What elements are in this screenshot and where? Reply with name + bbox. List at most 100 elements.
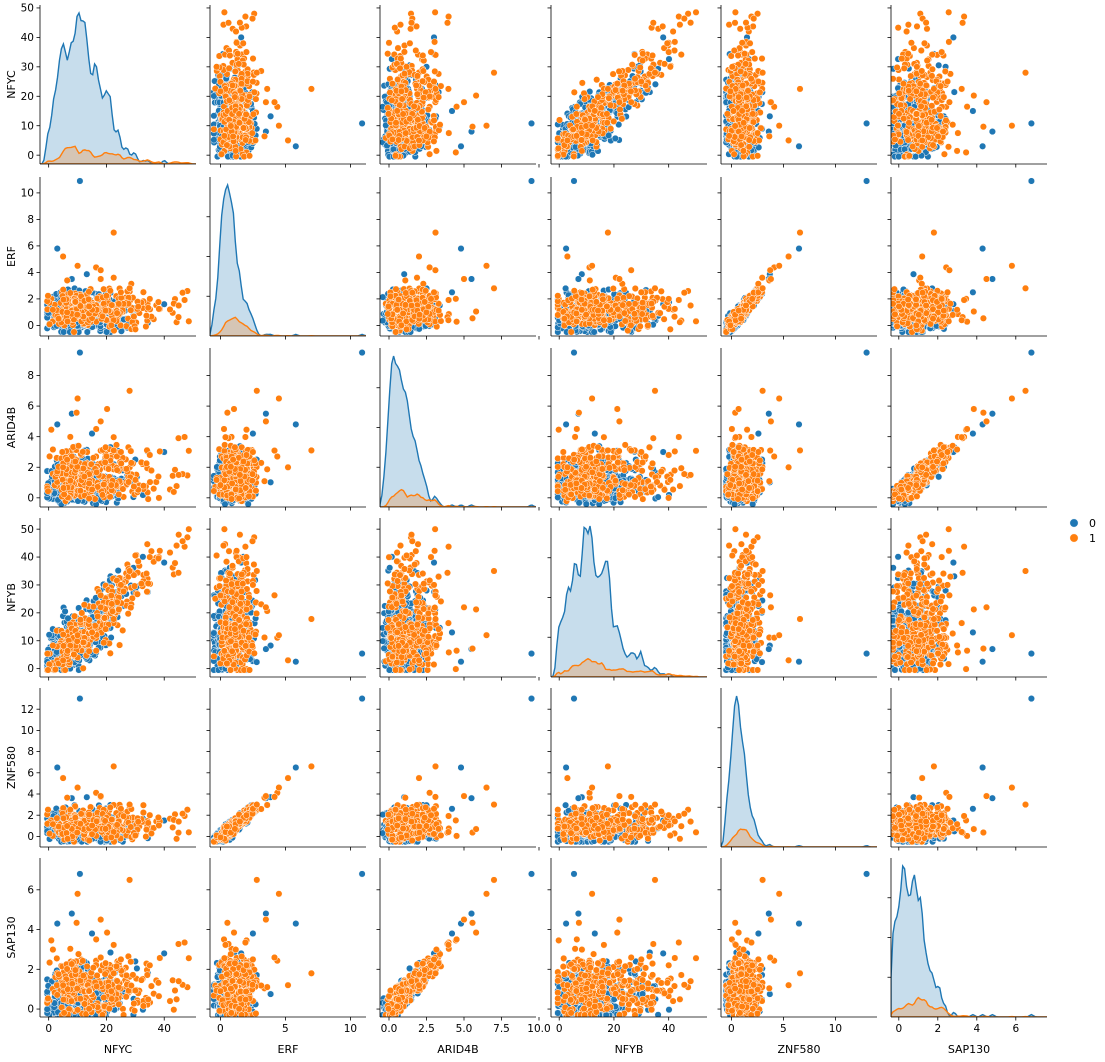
point-1 [581, 95, 589, 103]
point-0 [210, 136, 218, 144]
point-1 [384, 110, 393, 118]
point-0 [60, 328, 68, 336]
point-1 [76, 302, 84, 310]
point-1 [767, 98, 775, 106]
point-1 [223, 141, 231, 149]
point-0 [527, 119, 536, 127]
point-1 [117, 288, 125, 296]
point-1 [651, 69, 659, 77]
point-1 [754, 10, 762, 18]
point-1 [731, 19, 739, 27]
y-tick-label: 2 [27, 294, 34, 306]
point-0 [448, 107, 456, 115]
point-1 [742, 60, 750, 68]
point-1 [59, 296, 68, 304]
point-1 [46, 320, 54, 328]
point-1 [915, 122, 923, 130]
point-0 [400, 270, 408, 278]
point-1 [413, 90, 421, 98]
point-1 [636, 63, 644, 72]
point-1 [407, 19, 416, 27]
point-1 [260, 132, 269, 140]
point-0 [83, 270, 91, 278]
point-0 [895, 153, 903, 161]
point-1 [146, 295, 154, 303]
point-1 [940, 150, 948, 158]
point-1 [930, 85, 938, 93]
kde-ERF-1 [210, 316, 366, 336]
point-1 [249, 110, 257, 118]
point-1 [758, 55, 766, 63]
point-1 [631, 51, 639, 59]
point-0 [611, 134, 619, 142]
point-1 [918, 143, 926, 151]
point-1 [155, 305, 163, 313]
point-1 [958, 85, 966, 93]
point-1 [427, 48, 435, 56]
point-1 [412, 81, 420, 89]
point-1 [397, 87, 405, 95]
point-1 [102, 307, 110, 315]
point-1 [928, 116, 936, 124]
point-1 [421, 124, 429, 132]
point-1 [726, 87, 734, 95]
point-1 [676, 21, 684, 29]
point-1 [894, 24, 902, 32]
point-0 [651, 80, 659, 88]
point-1 [891, 96, 897, 104]
y-tick-label: 30 [21, 61, 34, 73]
point-1 [891, 75, 897, 83]
point-1 [573, 103, 581, 111]
point-1 [945, 8, 953, 16]
point-0 [358, 119, 366, 127]
point-1 [555, 116, 564, 124]
point-1 [85, 288, 93, 296]
point-1 [677, 51, 685, 59]
point-1 [730, 150, 738, 158]
point-1 [923, 25, 931, 33]
point-1 [912, 110, 921, 118]
point-0 [615, 121, 623, 129]
point-1 [108, 301, 116, 309]
point-1 [139, 288, 147, 296]
point-1 [432, 147, 440, 155]
point-1 [922, 81, 930, 89]
point-1 [745, 136, 753, 144]
point-1 [898, 55, 906, 63]
point-1 [142, 322, 150, 331]
point-1 [563, 136, 571, 144]
point-1 [609, 70, 617, 78]
point-1 [185, 317, 193, 325]
point-1 [220, 8, 228, 16]
point-1 [905, 87, 913, 95]
point-1 [905, 119, 913, 127]
point-1 [407, 25, 415, 33]
point-1 [85, 302, 93, 310]
point-1 [928, 72, 936, 80]
point-0 [665, 55, 673, 63]
point-1 [607, 125, 615, 133]
point-1 [903, 128, 911, 136]
point-1 [742, 102, 750, 110]
point-1 [604, 85, 612, 93]
point-1 [949, 121, 957, 129]
point-1 [232, 147, 240, 155]
point-1 [945, 98, 953, 106]
point-1 [613, 80, 621, 88]
point-1 [431, 38, 439, 46]
point-1 [739, 147, 747, 155]
point-1 [419, 67, 427, 75]
point-1 [610, 117, 618, 125]
point-1 [216, 87, 225, 95]
point-1 [396, 64, 404, 72]
point-1 [385, 39, 393, 47]
point-1 [237, 80, 246, 88]
point-1 [403, 63, 411, 71]
point-1 [415, 136, 423, 144]
point-1 [430, 137, 438, 145]
point-1 [648, 51, 657, 60]
point-1 [745, 143, 753, 151]
point-1 [759, 69, 767, 77]
point-1 [245, 152, 254, 160]
